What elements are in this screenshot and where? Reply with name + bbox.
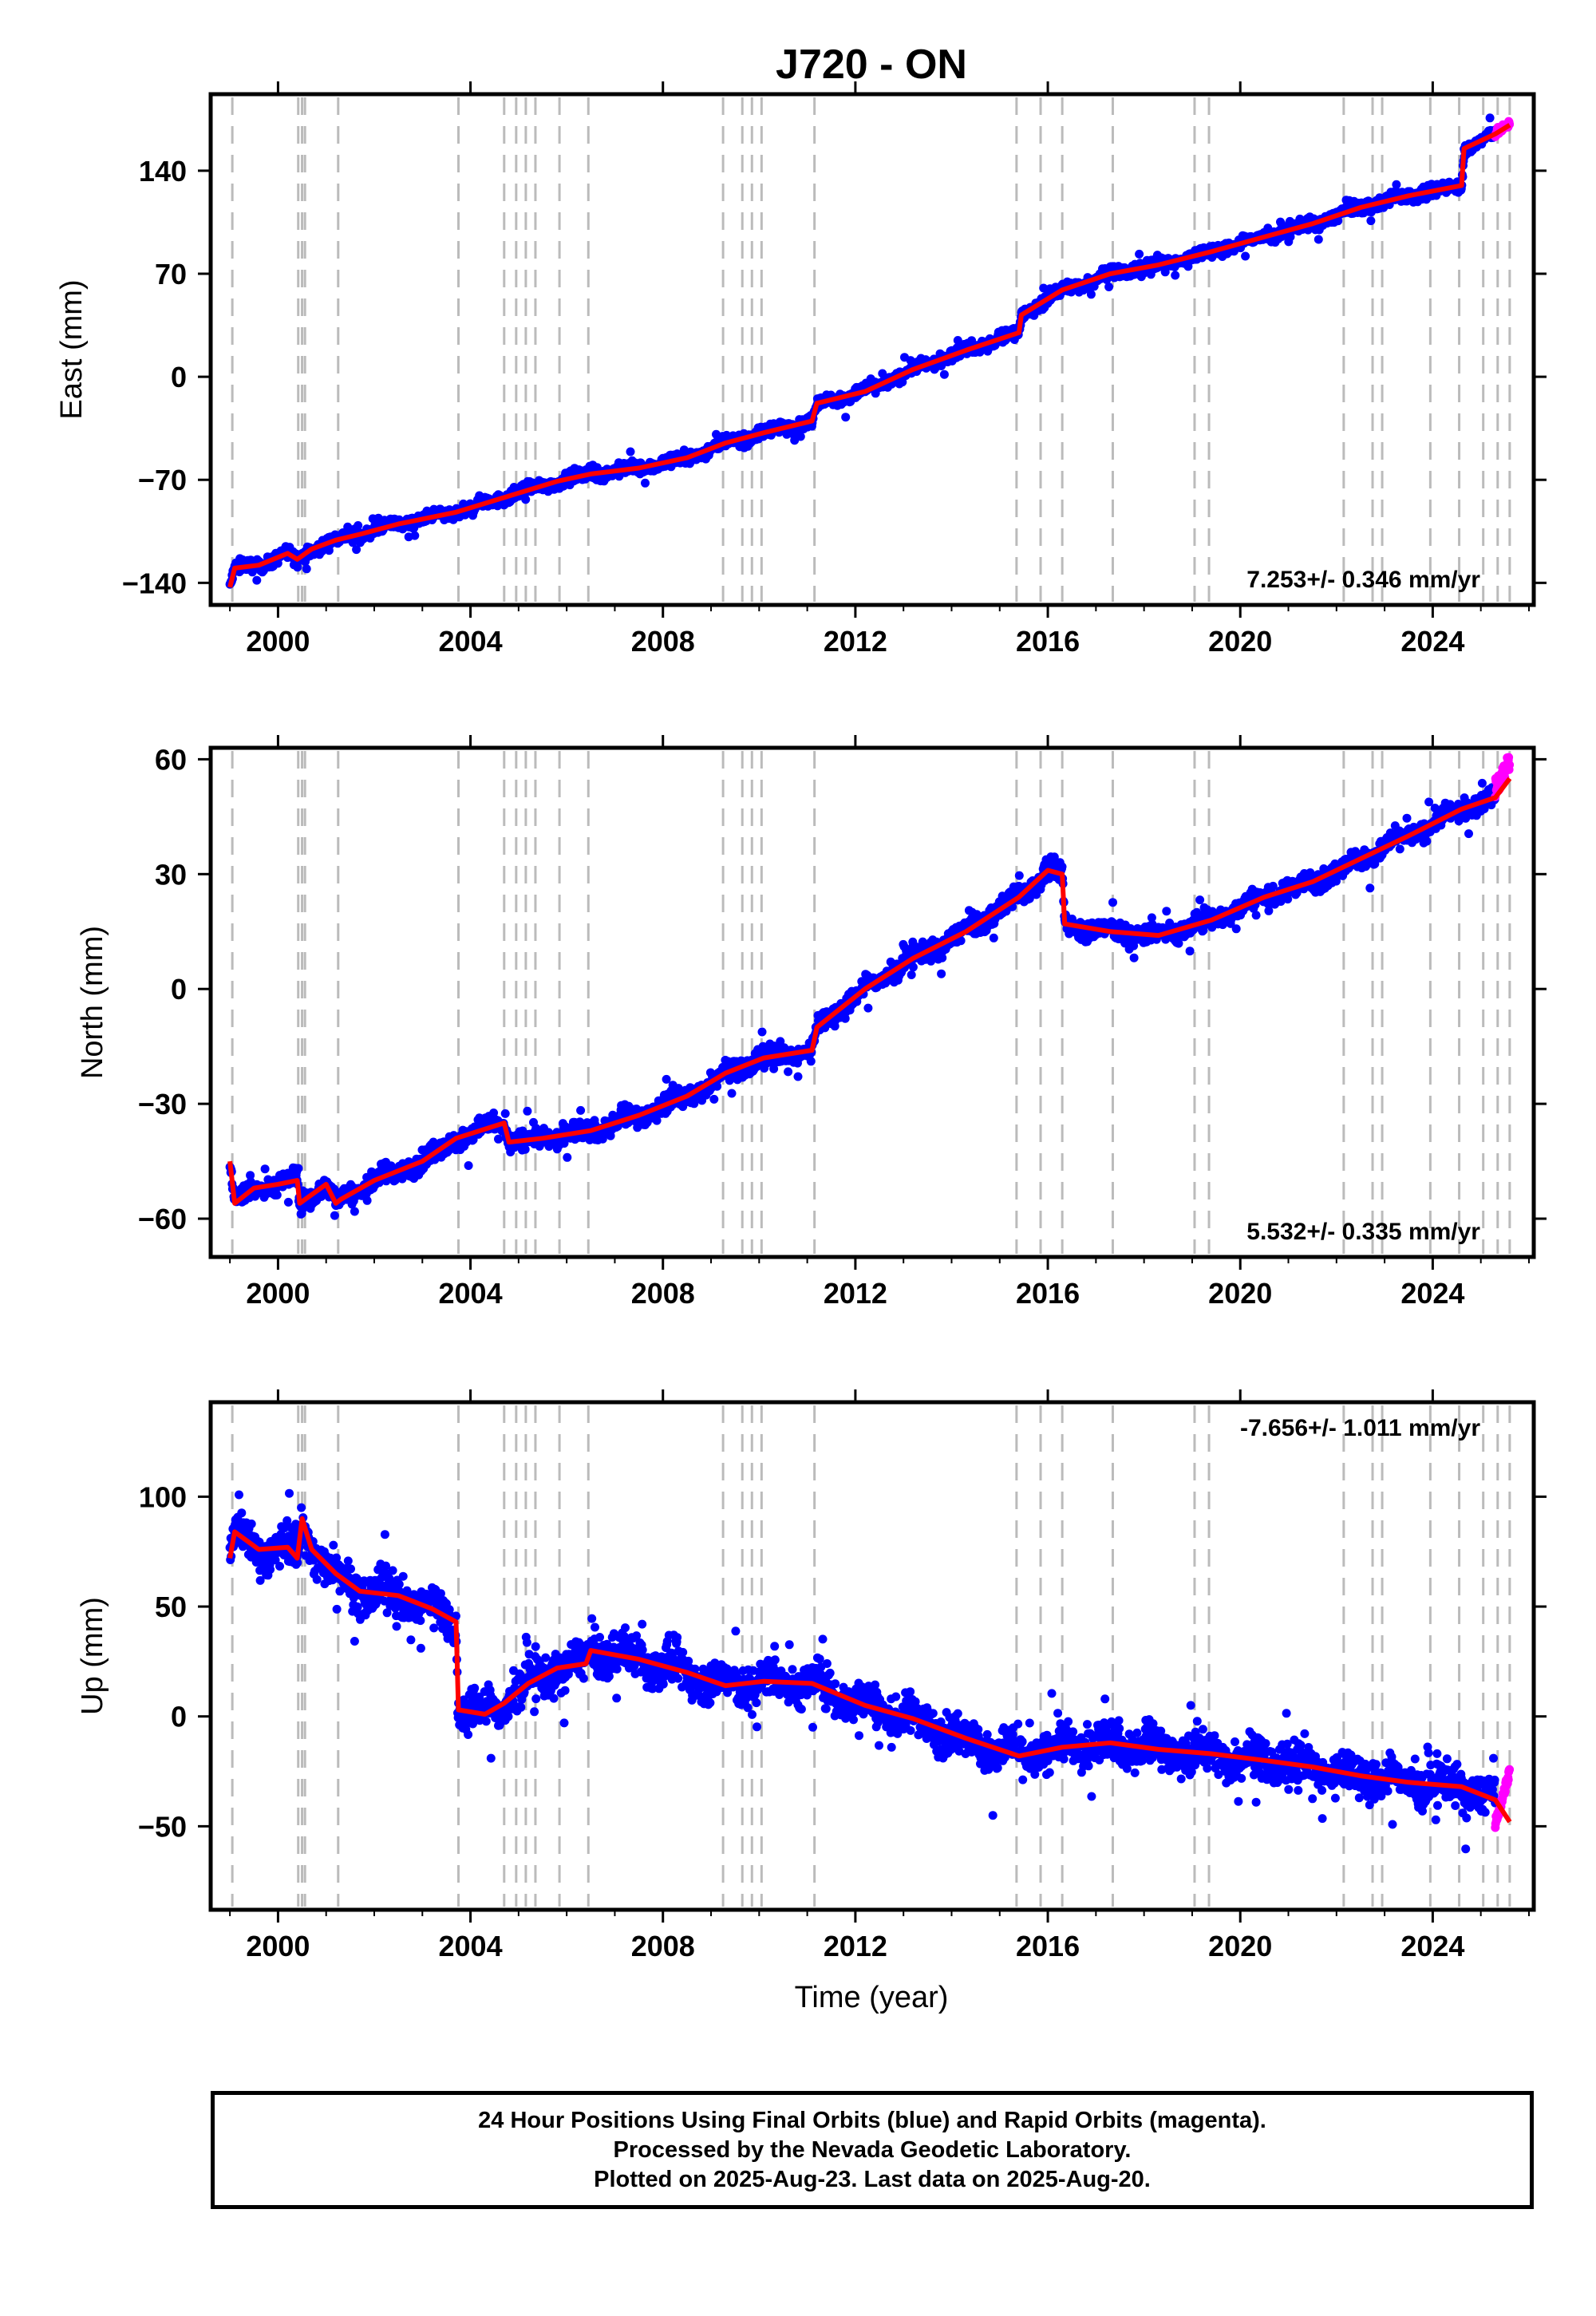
final-point [641, 478, 650, 488]
y-tick-label: −70 [138, 464, 187, 496]
final-point [1314, 235, 1323, 244]
final-point [908, 962, 918, 972]
final-point [272, 1190, 282, 1199]
final-point [521, 495, 531, 504]
final-point [330, 1211, 339, 1220]
final-point [939, 370, 949, 379]
final-point [362, 1196, 372, 1205]
final-point [563, 1152, 572, 1162]
x-tick-label: 2024 [1400, 625, 1464, 658]
y-tick-label: 140 [139, 155, 187, 188]
final-orbit-points [225, 778, 1500, 1220]
y-axis-label: East (mm) [55, 279, 89, 419]
final-point [464, 1161, 473, 1170]
y-tick-label: −140 [122, 567, 187, 599]
final-point [1485, 113, 1495, 123]
model-fit-line [227, 123, 1511, 588]
final-point [350, 1207, 359, 1216]
final-point [757, 1027, 767, 1037]
final-point [1171, 271, 1180, 280]
final-point [709, 1094, 719, 1104]
event-lines [231, 751, 1511, 1254]
y-tick-label: 0 [171, 361, 187, 393]
final-point [283, 1197, 293, 1207]
final-point [576, 1105, 586, 1115]
final-point [1392, 180, 1401, 189]
panel-east: 2000 2004 2008 2012 2016 2020 2024 −140 −70 0 70 14… [55, 81, 1547, 658]
final-point [626, 447, 635, 456]
final-point [410, 531, 420, 540]
final-point [907, 970, 916, 979]
x-tick-label: 2000 [246, 625, 310, 658]
x-tick-label: 2004 [439, 625, 503, 658]
panel-north: 2000 2004 2008 2012 2016 2020 2024−60−3003060N… [76, 735, 1547, 1310]
final-point [294, 1164, 303, 1173]
x-tick-label: 2020 [1208, 625, 1272, 658]
final-point [784, 1067, 793, 1077]
final-point [1135, 249, 1144, 259]
x-tick-label: 2012 [824, 625, 887, 658]
final-point [494, 1134, 503, 1144]
final-point [523, 1106, 532, 1116]
velocity-rate-label: 7.253+/- 0.346 mm/yr [1246, 567, 1480, 593]
final-point [500, 1109, 510, 1118]
x-tick-label: 2008 [631, 625, 695, 658]
final-point [1086, 290, 1096, 299]
final-point [352, 545, 361, 555]
final-point [793, 1072, 803, 1081]
x-tick-label: 2016 [1016, 625, 1080, 658]
final-point [1104, 283, 1114, 291]
final-point [727, 1089, 737, 1098]
final-point [252, 575, 262, 585]
final-point [302, 564, 311, 574]
final-point [989, 933, 998, 943]
final-orbit-points [225, 113, 1500, 589]
final-point [260, 1164, 270, 1174]
y-tick-label: 70 [155, 258, 187, 290]
final-point [841, 413, 851, 422]
final-point [1014, 871, 1024, 880]
final-point [1366, 216, 1376, 226]
final-point [1241, 251, 1250, 261]
final-point [863, 1003, 873, 1013]
final-point [520, 1144, 530, 1154]
final-point [806, 1057, 816, 1066]
chart-title: J720 - ON [776, 41, 967, 88]
final-point [937, 969, 946, 978]
final-point [354, 521, 363, 530]
